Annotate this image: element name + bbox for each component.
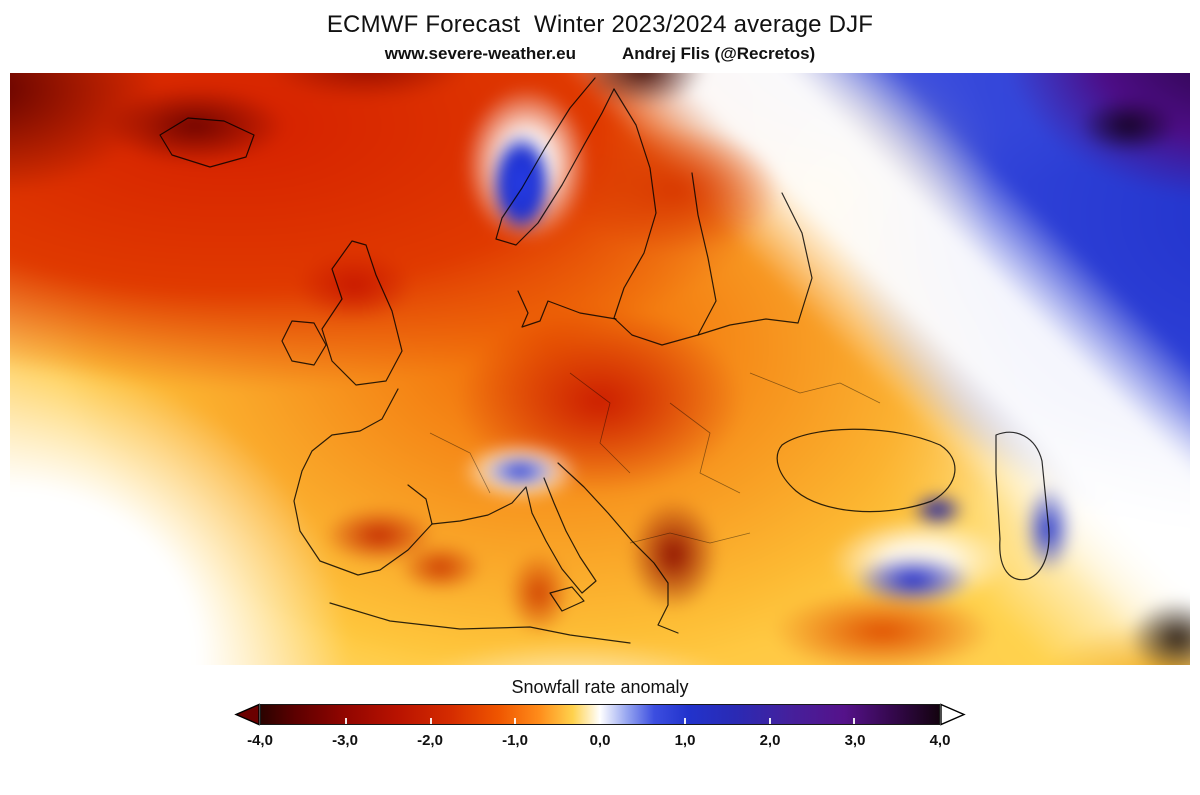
colorbar-tick-label: -3,0 xyxy=(332,732,358,749)
coastline-adriatic xyxy=(557,462,679,634)
colorbar-tick-mark xyxy=(514,718,517,724)
colorbar-tick-label: 2,0 xyxy=(759,732,781,749)
anomaly-field xyxy=(10,73,1190,665)
country-border xyxy=(569,372,631,474)
colorbar-tick-mark xyxy=(429,718,432,724)
coastline-norway xyxy=(495,77,615,246)
coastline-overlay xyxy=(159,77,1050,644)
coastline-britain xyxy=(321,240,403,386)
country-border xyxy=(429,432,491,494)
source-url: www.severe-weather.eu xyxy=(384,44,576,63)
coastline-sicily xyxy=(549,586,585,612)
colorbar-tick-label: -2,0 xyxy=(417,732,443,749)
colorbar-tick-mark xyxy=(599,718,601,724)
coastline-italy xyxy=(431,477,597,594)
colorbar-label: Snowfall rate anomaly xyxy=(511,677,689,697)
colorbar-tick-mark xyxy=(768,718,771,724)
colorbar-tick-label: 1,0 xyxy=(674,732,696,749)
author-credit: Andrej Flis (@Recretos) xyxy=(621,44,816,63)
coastline-iceland xyxy=(159,117,255,168)
page-title: ECMWF Forecast Winter 2023/2024 average … xyxy=(326,11,874,38)
coastline-finland xyxy=(697,192,813,336)
coastline-black-sea xyxy=(776,428,956,513)
colorbar-tick-label: 4,0 xyxy=(929,732,951,749)
coastline-caspian xyxy=(995,431,1050,581)
coastline-north-africa xyxy=(329,602,631,644)
colorbar-tick-mark xyxy=(853,718,856,724)
colorbar-tick-mark xyxy=(683,718,686,724)
colorbar-tick-mark xyxy=(344,718,347,724)
country-border xyxy=(669,402,741,494)
coastline-denmark xyxy=(517,290,617,328)
subtitle: www.severe-weather.eu Andrej Flis (@Recr… xyxy=(0,44,1200,64)
colorbar-section: Snowfall rate anomaly -4,0 -3,0 -2,0 - xyxy=(0,677,1200,752)
colorbar-gradient xyxy=(260,704,940,725)
colorbar-tick-label: 3,0 xyxy=(844,732,866,749)
colorbar-row xyxy=(0,703,1200,726)
country-border xyxy=(749,372,881,404)
forecast-map xyxy=(10,73,1190,665)
coastline-ireland xyxy=(281,320,327,366)
country-border xyxy=(629,532,751,544)
colorbar-tick-label: -1,0 xyxy=(502,732,528,749)
colorbar-tick-labels: -4,0 -3,0 -2,0 -1,0 0,0 1,0 2,0 3,0 4,0 xyxy=(247,732,950,752)
colorbar-tick-label: -4,0 xyxy=(247,732,273,749)
colorbar-right-arrow xyxy=(940,703,966,726)
coastline-baltic xyxy=(613,88,717,346)
colorbar-left-arrow xyxy=(234,703,260,726)
coastline-iberia xyxy=(293,388,433,576)
colorbar-tick-label: 0,0 xyxy=(589,732,611,749)
header: ECMWF Forecast Winter 2023/2024 average … xyxy=(0,0,1200,64)
